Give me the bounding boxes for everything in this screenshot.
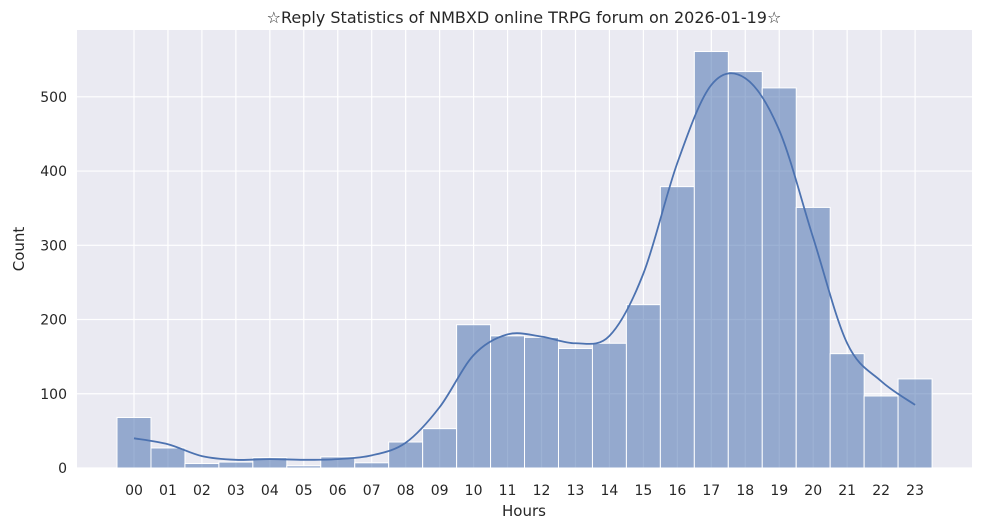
x-axis-label: Hours	[502, 502, 546, 520]
bar-hour-01	[150, 447, 186, 469]
bars	[116, 51, 933, 469]
y-tick-label: 300	[40, 238, 67, 254]
bar-hour-08	[388, 441, 424, 469]
bar-hour-00	[116, 417, 152, 469]
x-tick-label: 22	[872, 483, 890, 499]
x-tick-label: 07	[363, 483, 381, 499]
bar-hour-16	[659, 186, 695, 469]
x-tick-label: 17	[702, 483, 720, 499]
y-axis-label: Count	[10, 227, 28, 272]
bar-hour-02	[184, 463, 220, 469]
x-tick-label: 21	[838, 483, 856, 499]
x-tick-label: 12	[533, 483, 551, 499]
bar-hour-20	[795, 206, 831, 469]
bar-hour-23	[897, 378, 933, 469]
bar-hour-13	[557, 347, 593, 469]
x-tick-label: 00	[125, 483, 143, 499]
bar-hour-04	[252, 457, 288, 469]
x-tick-label: 16	[668, 483, 686, 499]
bar-hour-12	[524, 336, 560, 469]
x-tick-label: 04	[261, 483, 279, 499]
x-tick-label: 06	[329, 483, 347, 499]
bar-hour-05	[286, 465, 322, 469]
y-tick-label: 0	[58, 461, 67, 477]
x-tick-label: 18	[736, 483, 754, 499]
bar-hour-19	[761, 87, 797, 469]
bar-hour-17	[693, 51, 729, 469]
x-tick-labels: 00 01 02 03 04 05 06 07 08 09 10 11 12 13 14 15 16 17 18 19…	[125, 483, 924, 499]
x-tick-label: 10	[465, 483, 483, 499]
x-tick-label: 02	[193, 483, 211, 499]
kde-curve	[133, 72, 916, 461]
x-tick-label: 19	[770, 483, 788, 499]
bar-hour-14	[591, 342, 627, 469]
bar-hour-21	[829, 353, 865, 469]
bar-hour-10	[456, 324, 492, 469]
y-tick-labels: 0 100 200 300 400 500	[40, 90, 67, 477]
x-tick-label: 11	[499, 483, 517, 499]
bar-hour-22	[863, 395, 899, 469]
bar-hour-11	[490, 335, 526, 469]
bar-hour-03	[218, 461, 254, 469]
x-tick-label: 08	[397, 483, 415, 499]
y-tick-label: 400	[40, 164, 67, 180]
chart-title: ☆Reply Statistics of NMBXD online TRPG f…	[267, 8, 782, 27]
bar-hour-15	[625, 304, 661, 469]
x-tick-label: 05	[295, 483, 313, 499]
x-tick-label: 03	[227, 483, 245, 499]
x-tick-label: 15	[634, 483, 652, 499]
x-tick-label: 13	[567, 483, 585, 499]
bar-hour-18	[727, 71, 763, 469]
x-tick-label: 20	[804, 483, 822, 499]
y-tick-label: 100	[40, 387, 67, 403]
x-tick-label: 09	[431, 483, 449, 499]
x-tick-label: 14	[601, 483, 619, 499]
bar-hour-07	[354, 462, 390, 469]
x-tick-label: 01	[159, 483, 177, 499]
y-tick-label: 200	[40, 313, 67, 329]
bar-hour-09	[422, 428, 458, 469]
y-tick-label: 500	[40, 90, 67, 106]
x-tick-label: 23	[906, 483, 924, 499]
